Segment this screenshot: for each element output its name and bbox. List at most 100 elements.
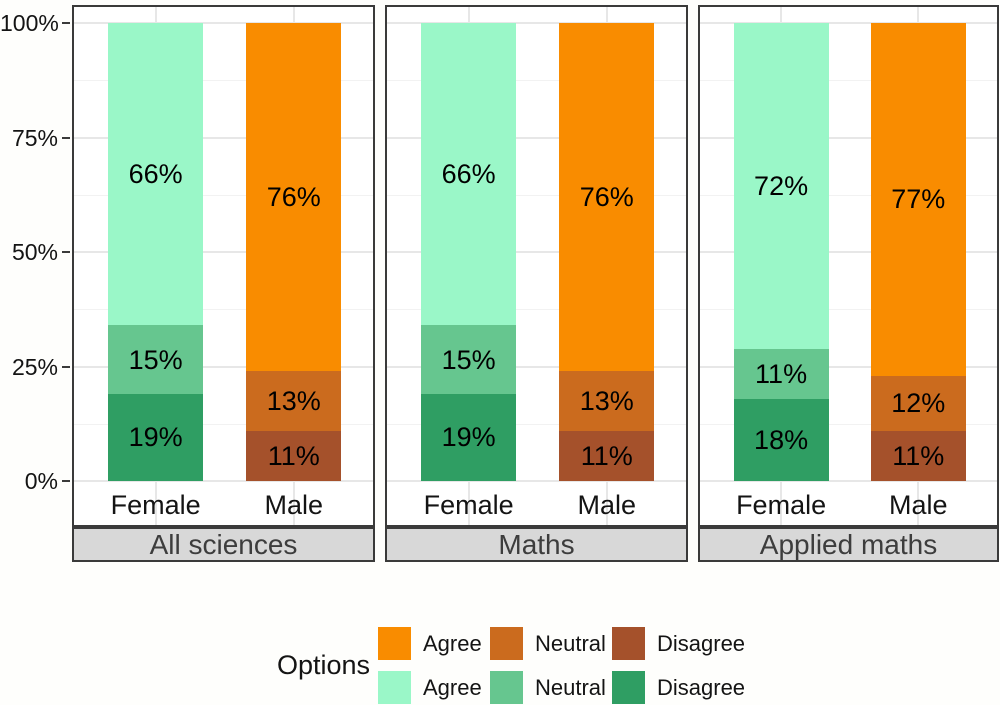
bar-female-disagree <box>733 399 829 481</box>
facet-panel-all-sciences: 19% 15% 66% Female 11% 13% 76% Male <box>72 5 375 527</box>
bar-male-disagree <box>559 430 655 481</box>
bar-female-agree <box>108 23 204 326</box>
legend-item-label: Agree <box>423 630 482 656</box>
bar-female-neutral <box>108 325 204 394</box>
facet-strip: All sciences <box>72 527 375 562</box>
legend-item-agree: Agree <box>378 671 490 704</box>
bar-value-label: 19% <box>128 422 183 453</box>
legend-swatch-neutral <box>490 627 523 660</box>
bar-female-agree <box>421 23 517 326</box>
bar-value-label: 11% <box>267 440 320 471</box>
bar-value-label: 15% <box>128 344 183 375</box>
major-gridline <box>700 480 997 482</box>
major-gridline <box>700 22 997 24</box>
bar-male-neutral <box>246 371 342 431</box>
minor-gridline <box>700 194 997 196</box>
y-tick-mark <box>62 22 70 24</box>
y-tick-mark <box>62 136 70 139</box>
legend-item-neutral: Neutral <box>490 671 612 704</box>
bar-value-label: 15% <box>441 344 496 375</box>
y-tick-label: 0% <box>24 468 58 494</box>
major-gridline <box>387 22 686 24</box>
legend-title: Options <box>276 650 370 680</box>
minor-gridline <box>74 423 373 425</box>
major-gridline <box>387 480 686 482</box>
bar-value-label: 13% <box>266 385 321 416</box>
bar-value-label: 11% <box>892 440 945 471</box>
minor-gridline <box>74 194 373 196</box>
legend-swatch-disagree <box>612 671 645 704</box>
y-tick-label: 100% <box>0 10 59 36</box>
bar-female-neutral <box>421 325 517 394</box>
legend-item-label: Neutral <box>535 630 606 656</box>
legend-swatch-neutral <box>490 671 523 704</box>
bar-value-label: 77% <box>891 184 946 215</box>
facet-strip-label: Applied maths <box>759 528 938 560</box>
minor-gridline <box>387 423 686 425</box>
minor-gridline <box>74 80 373 82</box>
legend-row: Agree Neutral Disagree <box>378 627 752 660</box>
y-tick-label: 50% <box>11 239 58 265</box>
bar-female-disagree <box>108 393 204 481</box>
bar-male-agree <box>559 23 655 372</box>
x-tick-label: Male <box>577 490 637 520</box>
y-tick-mark <box>62 480 70 482</box>
minor-gridline <box>700 309 997 311</box>
bar-female-agree <box>733 23 829 350</box>
major-gridline <box>74 480 373 482</box>
major-gridline <box>700 251 997 253</box>
major-gridline <box>74 251 373 253</box>
major-gridline <box>387 136 686 139</box>
x-tick-label: Female <box>110 490 201 520</box>
bar-female-disagree <box>421 393 517 481</box>
legend-item-agree: Agree <box>378 627 490 660</box>
bar-value-label: 66% <box>128 159 183 190</box>
minor-gridline <box>700 80 997 82</box>
bar-value-label: 11% <box>580 440 633 471</box>
legend-item-neutral: Neutral <box>490 627 612 660</box>
minor-gridline <box>387 80 686 82</box>
major-gridline <box>700 365 997 368</box>
legend-row: Agree Neutral Disagree <box>378 671 752 704</box>
major-gridline <box>387 365 686 368</box>
major-gridline <box>700 136 997 139</box>
legend-item-label: Disagree <box>657 674 746 700</box>
bar-value-label: 76% <box>266 182 321 213</box>
bar-value-label: 13% <box>579 385 634 416</box>
major-gridline <box>74 22 373 24</box>
legend-item-disagree: Disagree <box>612 671 752 704</box>
y-tick-label: 75% <box>11 124 58 151</box>
minor-gridline <box>387 309 686 311</box>
facet-strip: Maths <box>385 527 688 562</box>
x-tick-label: Female <box>423 490 514 520</box>
bar-male-disagree <box>870 430 966 481</box>
legend-swatch-agree <box>378 671 411 704</box>
bar-male-neutral <box>870 375 966 431</box>
facet-panel-maths: 19% 15% 66% Female 11% 13% 76% Male <box>385 5 688 527</box>
legend-item-disagree: Disagree <box>612 627 752 660</box>
facet-strip-label: Maths <box>498 528 575 560</box>
facet-strip-label: All sciences <box>149 528 298 560</box>
facet-strip: Applied maths <box>698 527 999 562</box>
bar-value-label: 11% <box>755 359 808 390</box>
bar-value-label: 12% <box>891 388 946 419</box>
y-tick-mark <box>62 365 70 368</box>
minor-gridline <box>387 194 686 196</box>
y-tick-mark <box>62 251 70 253</box>
bar-male-agree <box>246 23 342 372</box>
major-gridline <box>74 365 373 368</box>
bar-value-label: 66% <box>441 159 496 190</box>
bar-male-disagree <box>246 430 342 481</box>
bar-female-neutral <box>733 349 829 400</box>
bar-value-label: 72% <box>754 171 809 202</box>
bar-male-neutral <box>559 371 655 431</box>
x-tick-label: Male <box>264 490 324 520</box>
legend-item-label: Disagree <box>657 630 746 656</box>
x-tick-label: Male <box>889 490 948 520</box>
legend-swatch-disagree <box>612 627 645 660</box>
bar-male-agree <box>870 23 966 376</box>
legend-item-label: Agree <box>423 674 482 700</box>
legend-item-label: Neutral <box>535 674 606 700</box>
y-tick-label: 25% <box>11 353 58 380</box>
